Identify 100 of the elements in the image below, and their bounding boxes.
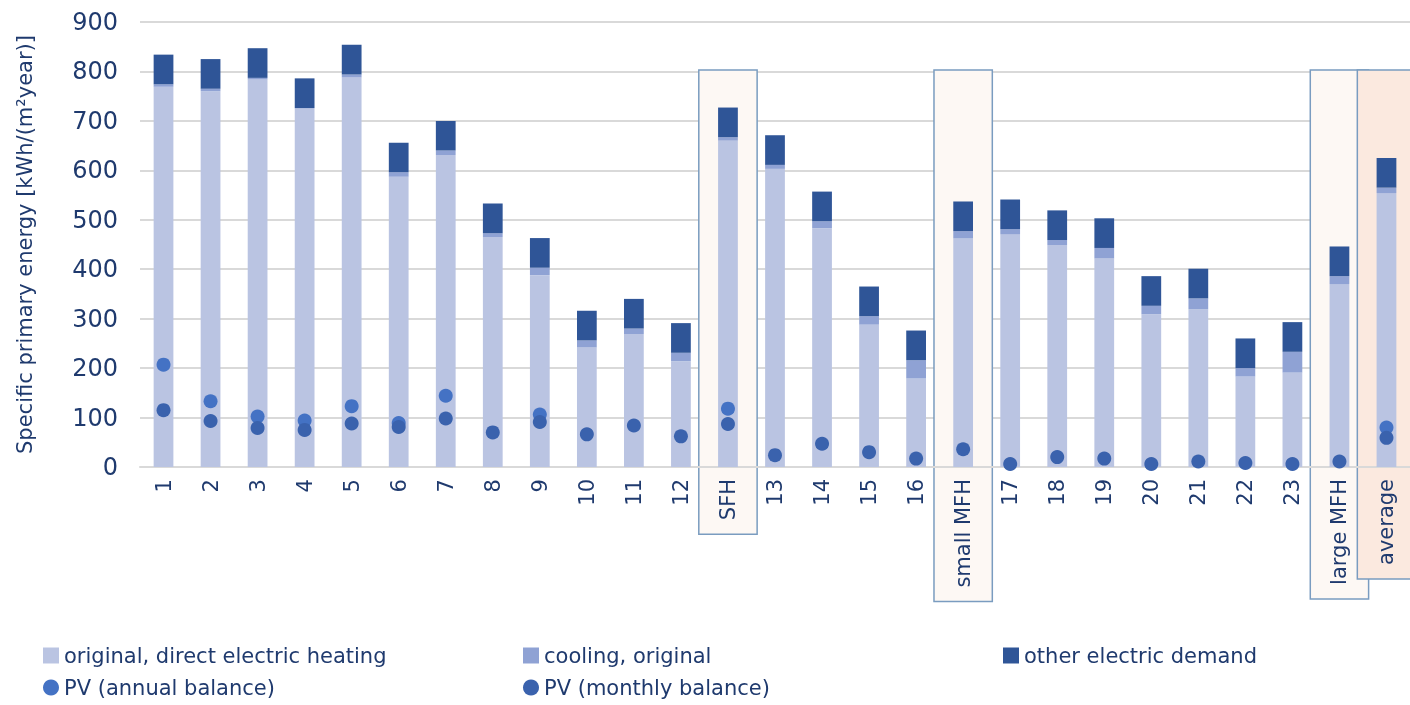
point [391,419,406,434]
point [1285,457,1300,472]
bar [576,347,597,467]
x-tick-label: 10 [574,479,599,506]
bar [906,330,926,361]
bar [1188,309,1209,467]
bar [859,316,879,325]
bar [1235,338,1256,369]
bar [624,328,644,334]
bar [671,352,691,362]
y-tick-label: 900 [72,8,118,36]
bar [1329,276,1350,285]
bar [435,120,456,151]
y-tick-label: 600 [72,156,118,185]
x-tick-label: 12 [668,479,693,506]
point [438,388,453,403]
x-tick-label: SFH [715,479,740,521]
bar [1047,210,1068,241]
point [1238,456,1253,471]
point [438,411,453,426]
x-tick-label: 23 [1280,479,1305,506]
bar [576,340,597,348]
x-tick-label: 21 [1186,479,1211,506]
x-tick-label: 20 [1139,479,1164,506]
point [673,429,688,444]
point [203,394,218,409]
x-tick-label: 5 [339,479,364,493]
bar [765,135,785,165]
point [815,436,830,451]
x-tick-label: small MFH [951,479,976,588]
y-tick-label: 400 [72,255,118,284]
bar [953,231,974,239]
point [532,415,547,429]
bar [765,168,785,467]
x-tick-label: 16 [904,479,929,506]
bar [624,298,644,329]
bar [341,74,362,78]
x-tick-label: 8 [480,479,505,493]
bar [1282,351,1303,373]
bar [1000,229,1021,235]
bar [294,78,315,109]
point [1191,454,1206,469]
bar [153,86,174,467]
bar [765,164,785,169]
bar [388,172,409,177]
point [579,427,594,442]
bar [388,176,409,467]
bar [576,310,597,341]
bar [1141,314,1162,467]
x-tick-label: 18 [1045,479,1070,506]
bar [153,54,174,85]
bar [906,378,926,467]
bar [435,155,456,467]
legend-label: PV (annual balance) [64,675,275,700]
bar [1376,193,1397,467]
point [720,401,735,416]
bar [718,107,738,138]
bar [341,44,362,75]
y-tick-label: 300 [72,304,118,333]
bar [153,84,174,87]
point [1003,457,1018,472]
x-tick-label: 1 [151,479,176,493]
bar [906,360,926,379]
bar [624,333,644,467]
bar [1047,244,1068,467]
bar [718,140,738,467]
point [485,425,500,440]
x-tick-label: 4 [292,479,317,493]
point [1050,450,1065,465]
x-tick-label: average [1374,479,1399,565]
x-tick-label: 19 [1092,479,1117,506]
point [203,414,218,429]
point [909,451,924,466]
x-tick-label: 14 [810,479,835,506]
bar [1000,199,1021,230]
bar [1235,368,1256,377]
x-tick-label: 6 [386,479,411,493]
bar [1329,246,1350,277]
bar [1188,298,1209,310]
bar [1047,240,1068,245]
x-tick-label: 15 [857,479,882,506]
point [862,445,877,460]
bar [953,238,974,467]
x-tick-label: 9 [527,479,552,493]
legend-label: cooling, original [544,643,712,668]
bar [529,238,550,268]
legend-label: original, direct electric heating [64,643,387,668]
bar [1376,157,1397,188]
point [1332,454,1347,469]
y-tick-label: 100 [72,403,118,432]
y-tick-label: 500 [72,205,118,234]
bar [200,59,221,89]
bar [341,77,362,467]
bar [1141,276,1162,306]
x-tick-label: 22 [1233,479,1258,506]
x-tick-label: 3 [245,479,270,493]
bar [812,191,832,222]
point [1379,430,1394,445]
point [344,416,359,431]
bar [1000,234,1021,467]
